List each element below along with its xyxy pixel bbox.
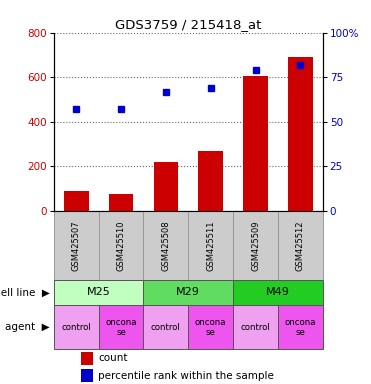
Text: GSM425508: GSM425508 xyxy=(161,220,170,271)
Bar xyxy=(233,211,278,280)
Bar xyxy=(288,57,313,211)
Bar xyxy=(54,305,99,349)
Text: M29: M29 xyxy=(176,288,200,298)
Text: count: count xyxy=(98,353,128,363)
Bar xyxy=(99,305,144,349)
Text: percentile rank within the sample: percentile rank within the sample xyxy=(98,371,274,381)
Bar xyxy=(198,151,223,211)
Bar xyxy=(243,76,268,211)
Bar xyxy=(54,211,99,280)
Bar xyxy=(81,352,93,365)
Text: control: control xyxy=(241,323,270,332)
Bar xyxy=(278,305,323,349)
Text: M49: M49 xyxy=(266,288,290,298)
Text: oncona
se: oncona se xyxy=(195,318,226,337)
Text: GSM425507: GSM425507 xyxy=(72,220,81,271)
Bar xyxy=(144,211,188,280)
Text: GSM425509: GSM425509 xyxy=(251,220,260,271)
Bar xyxy=(99,211,144,280)
Text: GSM425510: GSM425510 xyxy=(116,220,125,271)
Text: agent  ▶: agent ▶ xyxy=(6,322,50,332)
Text: control: control xyxy=(61,323,91,332)
Text: GSM425511: GSM425511 xyxy=(206,220,215,271)
Title: GDS3759 / 215418_at: GDS3759 / 215418_at xyxy=(115,18,262,31)
Bar xyxy=(54,280,144,305)
Bar xyxy=(144,305,188,349)
Bar xyxy=(154,162,178,211)
Bar xyxy=(109,194,133,211)
Text: oncona
se: oncona se xyxy=(105,318,137,337)
Text: cell line  ▶: cell line ▶ xyxy=(0,288,50,298)
Bar xyxy=(144,280,233,305)
Bar xyxy=(278,211,323,280)
Text: GSM425512: GSM425512 xyxy=(296,220,305,271)
Bar xyxy=(188,211,233,280)
Text: M25: M25 xyxy=(87,288,111,298)
Text: control: control xyxy=(151,323,181,332)
Bar xyxy=(81,369,93,382)
Bar xyxy=(64,191,89,211)
Bar xyxy=(233,305,278,349)
Text: oncona
se: oncona se xyxy=(285,318,316,337)
Bar xyxy=(188,305,233,349)
Bar xyxy=(233,280,323,305)
